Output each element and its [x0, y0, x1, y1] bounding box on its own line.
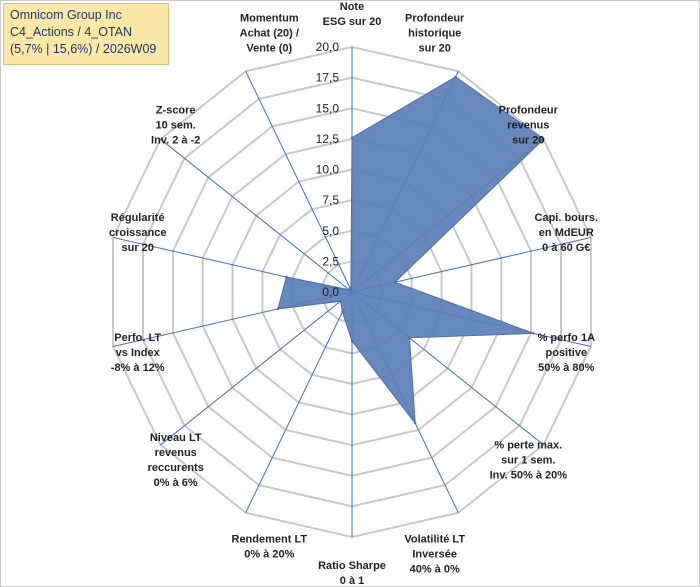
tick-label: 2,5: [322, 254, 339, 268]
axis-spoke: [245, 291, 353, 513]
axis-label: % perte max. sur 1 sem. Inv. 50% à 20%: [490, 440, 568, 482]
tick-label: 12,5: [316, 132, 340, 146]
tick-label: 17,5: [316, 71, 340, 85]
data-point: [349, 288, 353, 291]
axis-spoke: [245, 71, 353, 293]
data-point: [542, 138, 545, 141]
portfolio-label: C4_Actions / 4_OTAN: [10, 25, 133, 39]
company-name: Omnicom Group Inc: [10, 8, 122, 22]
axis-spoke: [160, 291, 353, 446]
data-point: [341, 310, 344, 314]
axis-label: Régularité croissance sur 20: [109, 212, 166, 254]
performance-meta: (5,7% | 15,6%) / 2026W09: [10, 42, 157, 56]
data-point: [532, 332, 535, 335]
axis-label: Niveau LT revenus reccurents 0% à 6%: [148, 432, 204, 489]
data-point: [454, 75, 457, 79]
series-area: [277, 76, 545, 425]
axis-label: Z-score 10 sem. Inv. 2 à -2: [151, 104, 200, 146]
data-point: [285, 275, 288, 279]
axis-label: Profondeur historique sur 20: [405, 13, 465, 55]
axis-label: Perfo. LT vs Index -8% à 12%: [111, 332, 165, 374]
tick-label: 7,5: [322, 193, 339, 207]
axis-label: Volatilité LT Inversée 40% à 0%: [404, 533, 465, 575]
axis-label: Rendement LT 0% à 20%: [232, 533, 308, 560]
axis-label: Ratio Sharpe 0 à 1: [318, 560, 386, 587]
axis-label: Note ESG sur 20: [323, 1, 382, 28]
data-point: [339, 300, 342, 303]
data-point: [350, 136, 354, 139]
data-point: [414, 422, 417, 425]
tick-label: 10,0: [316, 163, 340, 177]
data-point: [347, 288, 351, 291]
chart-title-box: Omnicom Group Inc C4_Actions / 4_OTAN (5…: [3, 3, 169, 65]
tick-label: 0,0: [322, 285, 339, 299]
axis-spoke: [160, 138, 353, 293]
axis-label: Capi. bours. en MdEUR 0 à 60 G€: [535, 212, 599, 254]
tick-label: 15,0: [316, 101, 340, 115]
tick-label: 20,0: [316, 40, 340, 54]
axis-label: Profondeur revenus sur 20: [499, 104, 559, 146]
data-point: [408, 336, 411, 339]
data-point: [350, 339, 354, 343]
tick-label: 5,0: [322, 224, 339, 238]
data-point: [393, 281, 397, 284]
axis-label: Momentum Achat (20) / Vente (0): [240, 13, 299, 55]
data-point: [276, 307, 280, 311]
axis-label: % perfo 1A positive 50% à 80%: [538, 332, 596, 374]
